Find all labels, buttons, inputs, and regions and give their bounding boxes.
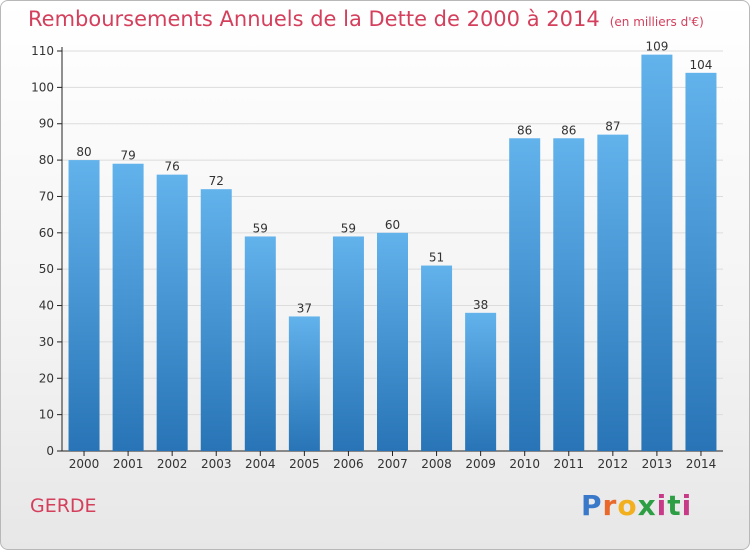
bar bbox=[685, 72, 717, 452]
bar bbox=[553, 138, 585, 452]
y-tick-label: 50 bbox=[39, 262, 54, 276]
y-tick-label: 90 bbox=[39, 117, 54, 131]
logo-letter: r bbox=[602, 489, 618, 522]
x-tick-label: 2007 bbox=[377, 457, 408, 471]
bar bbox=[244, 236, 276, 451]
data-label: 86 bbox=[561, 123, 576, 137]
logo-letter: P bbox=[581, 489, 603, 522]
y-tick-label: 60 bbox=[39, 226, 54, 240]
bar bbox=[597, 134, 629, 452]
x-tick-label: 2012 bbox=[598, 457, 629, 471]
data-label: 59 bbox=[341, 221, 356, 235]
y-tick-label: 110 bbox=[31, 44, 54, 58]
y-tick-label: 10 bbox=[39, 408, 54, 422]
x-tick-label: 2014 bbox=[686, 457, 717, 471]
proxiti-logo-letters: Proxiti bbox=[581, 489, 692, 522]
bar bbox=[377, 232, 408, 451]
logo-letter: i bbox=[681, 489, 693, 522]
x-tick-label: 2003 bbox=[201, 457, 232, 471]
chart-subtitle: (en milliers d'€) bbox=[609, 15, 704, 29]
logo-letter: t bbox=[667, 489, 682, 522]
data-label: 109 bbox=[645, 40, 668, 54]
bar bbox=[421, 265, 453, 451]
x-tick-label: 2008 bbox=[421, 457, 452, 471]
bar bbox=[156, 174, 188, 452]
logo-letter: x bbox=[637, 489, 657, 522]
bar bbox=[641, 54, 673, 452]
chart-title-text: Remboursements Annuels de la Dette de 20… bbox=[28, 7, 600, 31]
data-label: 59 bbox=[253, 221, 268, 235]
data-label: 87 bbox=[605, 120, 620, 134]
data-label: 51 bbox=[429, 251, 444, 265]
y-tick-label: 20 bbox=[39, 371, 54, 385]
data-label: 72 bbox=[209, 174, 224, 188]
x-tick-label: 2006 bbox=[333, 457, 364, 471]
data-label: 104 bbox=[690, 58, 713, 72]
proxiti-logo: Proxiti bbox=[581, 489, 692, 522]
y-tick-label: 80 bbox=[39, 153, 54, 167]
logo-letter: i bbox=[656, 489, 668, 522]
bar bbox=[112, 163, 144, 451]
data-label: 37 bbox=[297, 301, 312, 315]
x-tick-label: 2011 bbox=[553, 457, 584, 471]
x-tick-label: 2004 bbox=[245, 457, 276, 471]
x-tick-label: 2002 bbox=[157, 457, 188, 471]
data-label: 79 bbox=[120, 149, 135, 163]
x-tick-label: 2005 bbox=[289, 457, 320, 471]
data-label: 38 bbox=[473, 298, 488, 312]
bar bbox=[68, 160, 100, 451]
bar bbox=[509, 138, 541, 452]
y-tick-label: 40 bbox=[39, 299, 54, 313]
data-label: 80 bbox=[76, 145, 91, 159]
x-tick-label: 2001 bbox=[113, 457, 144, 471]
commune-name: GERDE bbox=[30, 495, 97, 517]
x-tick-label: 2000 bbox=[69, 457, 100, 471]
chart-title: Remboursements Annuels de la Dette de 20… bbox=[28, 7, 704, 31]
x-tick-label: 2013 bbox=[642, 457, 673, 471]
y-tick-label: 0 bbox=[46, 444, 54, 458]
bar bbox=[465, 312, 497, 451]
data-label: 76 bbox=[165, 160, 180, 174]
bar bbox=[288, 316, 320, 451]
data-label: 86 bbox=[517, 123, 532, 137]
x-tick-label: 2009 bbox=[465, 457, 496, 471]
y-tick-label: 70 bbox=[39, 189, 54, 203]
bar bbox=[332, 236, 364, 451]
bar bbox=[200, 189, 232, 451]
x-tick-label: 2010 bbox=[509, 457, 540, 471]
y-tick-label: 100 bbox=[31, 80, 54, 94]
data-label: 60 bbox=[385, 218, 400, 232]
logo-letter: o bbox=[617, 489, 638, 522]
y-tick-label: 30 bbox=[39, 335, 54, 349]
